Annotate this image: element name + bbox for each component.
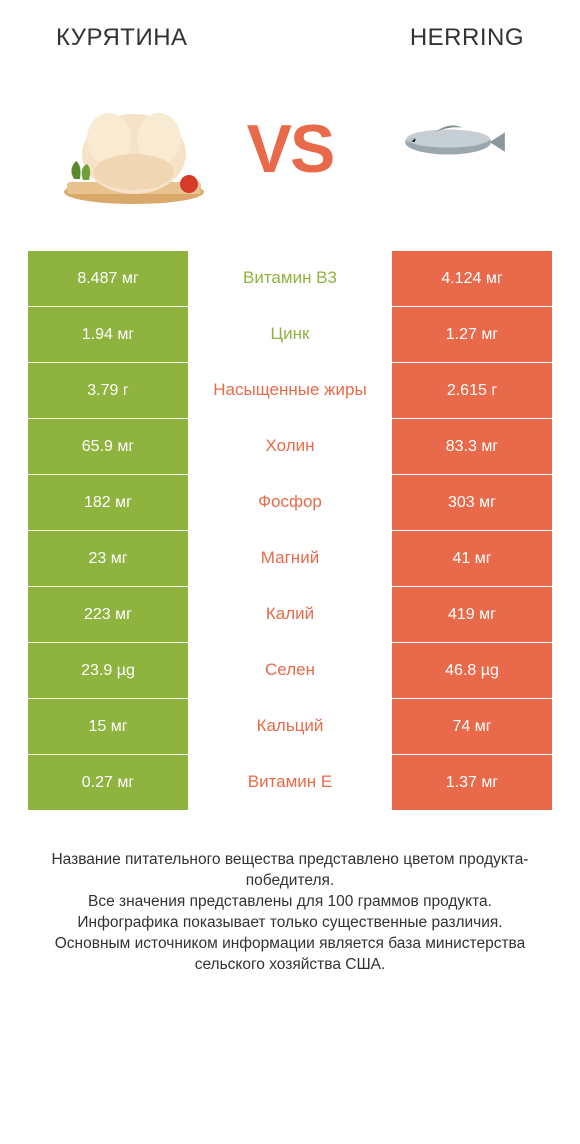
value-right: 1.27 мг bbox=[392, 307, 552, 362]
nutrient-name: Витамин B3 bbox=[188, 251, 392, 306]
footer-line: Основным источником информации является … bbox=[28, 934, 552, 976]
table-row: 182 мгФосфор303 мг bbox=[28, 474, 552, 530]
footer-line: Название питательного вещества представл… bbox=[28, 850, 552, 892]
comparison-table: 8.487 мгВитамин B34.124 мг1.94 мгЦинк1.2… bbox=[0, 250, 580, 810]
nutrient-name: Цинк bbox=[188, 307, 392, 362]
table-row: 23 мгМагний41 мг bbox=[28, 530, 552, 586]
value-right: 4.124 мг bbox=[392, 251, 552, 306]
footer-line: Все значения представлены для 100 граммо… bbox=[28, 892, 552, 913]
chicken-image bbox=[49, 84, 219, 214]
footer-line: Инфографика показывает только существенн… bbox=[28, 913, 552, 934]
title-left: КУРЯТИНА bbox=[56, 24, 188, 52]
value-left: 23.9 µg bbox=[28, 643, 188, 698]
value-left: 182 мг bbox=[28, 475, 188, 530]
nutrient-name: Селен bbox=[188, 643, 392, 698]
table-row: 3.79 гНасыщенные жиры2.615 г bbox=[28, 362, 552, 418]
nutrient-name: Магний bbox=[188, 531, 392, 586]
herring-image bbox=[361, 84, 531, 214]
value-right: 1.37 мг bbox=[392, 755, 552, 810]
vs-label: VS bbox=[247, 110, 334, 188]
value-left: 8.487 мг bbox=[28, 251, 188, 306]
value-left: 223 мг bbox=[28, 587, 188, 642]
value-left: 1.94 мг bbox=[28, 307, 188, 362]
table-row: 15 мгКальций74 мг bbox=[28, 698, 552, 754]
value-right: 41 мг bbox=[392, 531, 552, 586]
value-right: 2.615 г bbox=[392, 363, 552, 418]
nutrient-name: Кальций bbox=[188, 699, 392, 754]
nutrient-name: Калий bbox=[188, 587, 392, 642]
value-left: 15 мг bbox=[28, 699, 188, 754]
table-row: 8.487 мгВитамин B34.124 мг bbox=[28, 250, 552, 306]
nutrient-name: Холин bbox=[188, 419, 392, 474]
value-left: 3.79 г bbox=[28, 363, 188, 418]
value-right: 303 мг bbox=[392, 475, 552, 530]
value-right: 83.3 мг bbox=[392, 419, 552, 474]
value-left: 0.27 мг bbox=[28, 755, 188, 810]
nutrient-name: Фосфор bbox=[188, 475, 392, 530]
table-row: 23.9 µgСелен46.8 µg bbox=[28, 642, 552, 698]
hero: VS bbox=[0, 60, 580, 250]
table-row: 223 мгКалий419 мг bbox=[28, 586, 552, 642]
nutrient-name: Витамин E bbox=[188, 755, 392, 810]
nutrient-name: Насыщенные жиры bbox=[188, 363, 392, 418]
value-left: 23 мг bbox=[28, 531, 188, 586]
title-right: HERRING bbox=[410, 24, 524, 52]
table-row: 1.94 мгЦинк1.27 мг bbox=[28, 306, 552, 362]
value-right: 419 мг bbox=[392, 587, 552, 642]
footer-note: Название питательного вещества представл… bbox=[0, 810, 580, 996]
value-right: 74 мг bbox=[392, 699, 552, 754]
value-left: 65.9 мг bbox=[28, 419, 188, 474]
table-row: 0.27 мгВитамин E1.37 мг bbox=[28, 754, 552, 810]
value-right: 46.8 µg bbox=[392, 643, 552, 698]
header: КУРЯТИНА HERRING bbox=[0, 0, 580, 60]
table-row: 65.9 мгХолин83.3 мг bbox=[28, 418, 552, 474]
